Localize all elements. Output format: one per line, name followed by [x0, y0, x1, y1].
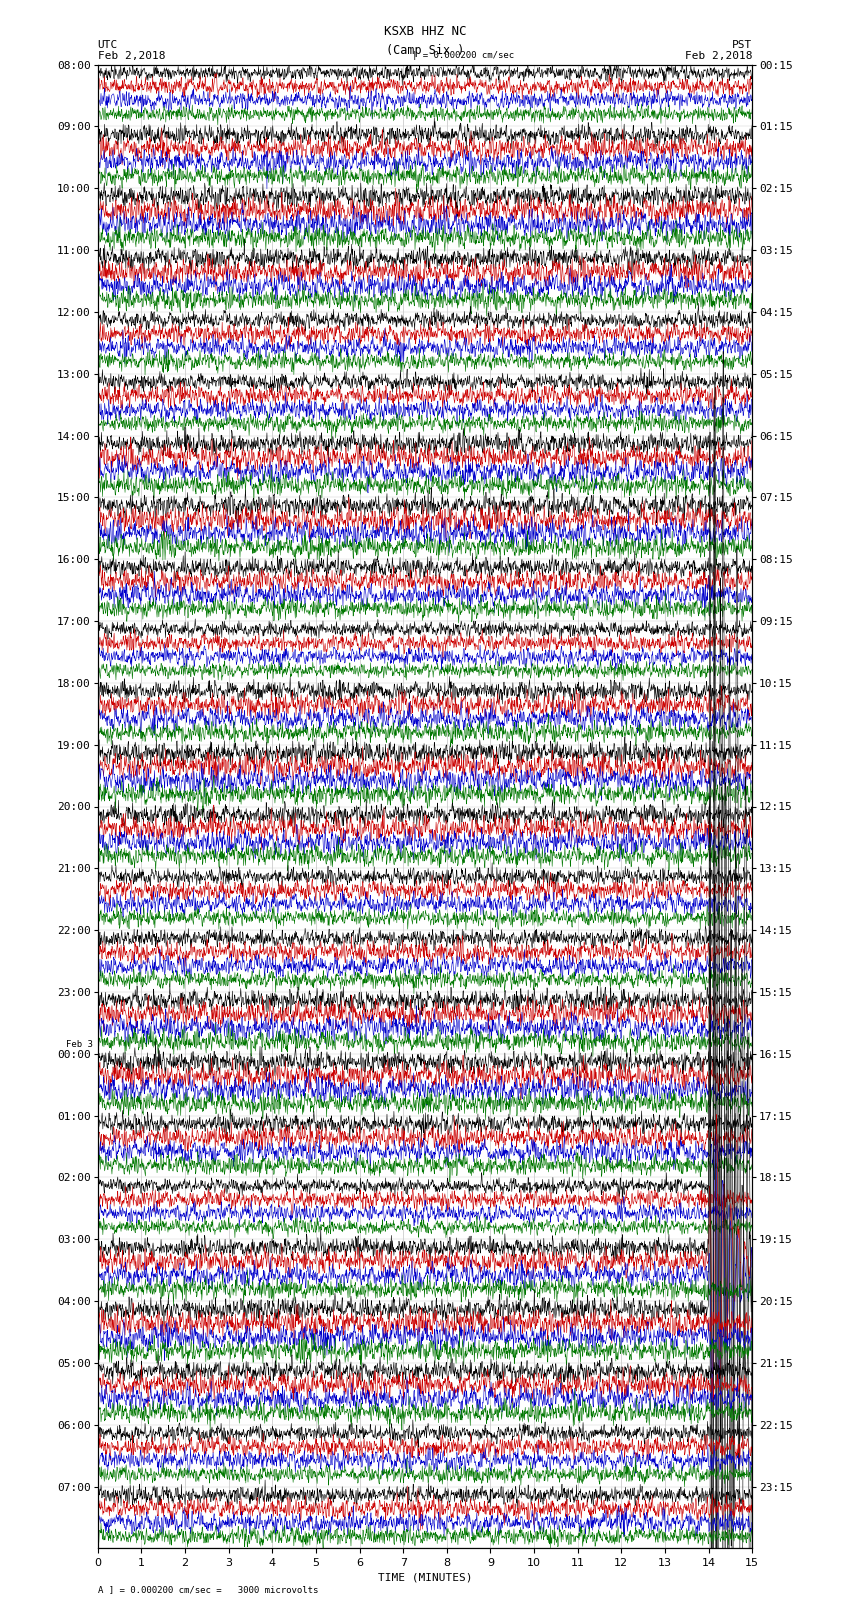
Text: PST: PST — [732, 40, 752, 50]
Text: A ] = 0.000200 cm/sec =   3000 microvolts: A ] = 0.000200 cm/sec = 3000 microvolts — [98, 1584, 318, 1594]
Text: (Camp Six ): (Camp Six ) — [386, 44, 464, 56]
X-axis label: TIME (MINUTES): TIME (MINUTES) — [377, 1573, 473, 1582]
Text: Feb 2,2018: Feb 2,2018 — [685, 52, 752, 61]
Text: Feb 3: Feb 3 — [65, 1040, 93, 1048]
Text: | = 0.000200 cm/sec: | = 0.000200 cm/sec — [412, 52, 514, 60]
Text: UTC: UTC — [98, 40, 118, 50]
Text: Feb 2,2018: Feb 2,2018 — [98, 52, 165, 61]
Text: KSXB HHZ NC: KSXB HHZ NC — [383, 24, 467, 37]
